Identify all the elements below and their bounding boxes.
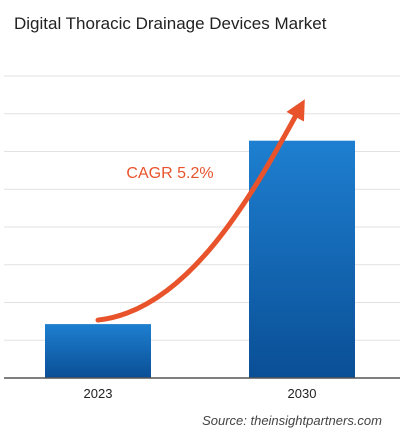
source-note: Source: theinsightpartners.com [202,413,382,428]
x-tick-label-2023: 2023 [84,386,113,401]
cagr-arrow [95,99,305,323]
bars [45,140,355,378]
bar-2023 [45,324,151,378]
chart-title: Digital Thoracic Drainage Devices Market [14,14,327,33]
cagr-label: CAGR 5.2% [126,165,213,182]
bar-2030 [249,140,355,378]
x-tick-labels: 2023 2030 [84,386,317,401]
x-tick-label-2030: 2030 [288,386,317,401]
